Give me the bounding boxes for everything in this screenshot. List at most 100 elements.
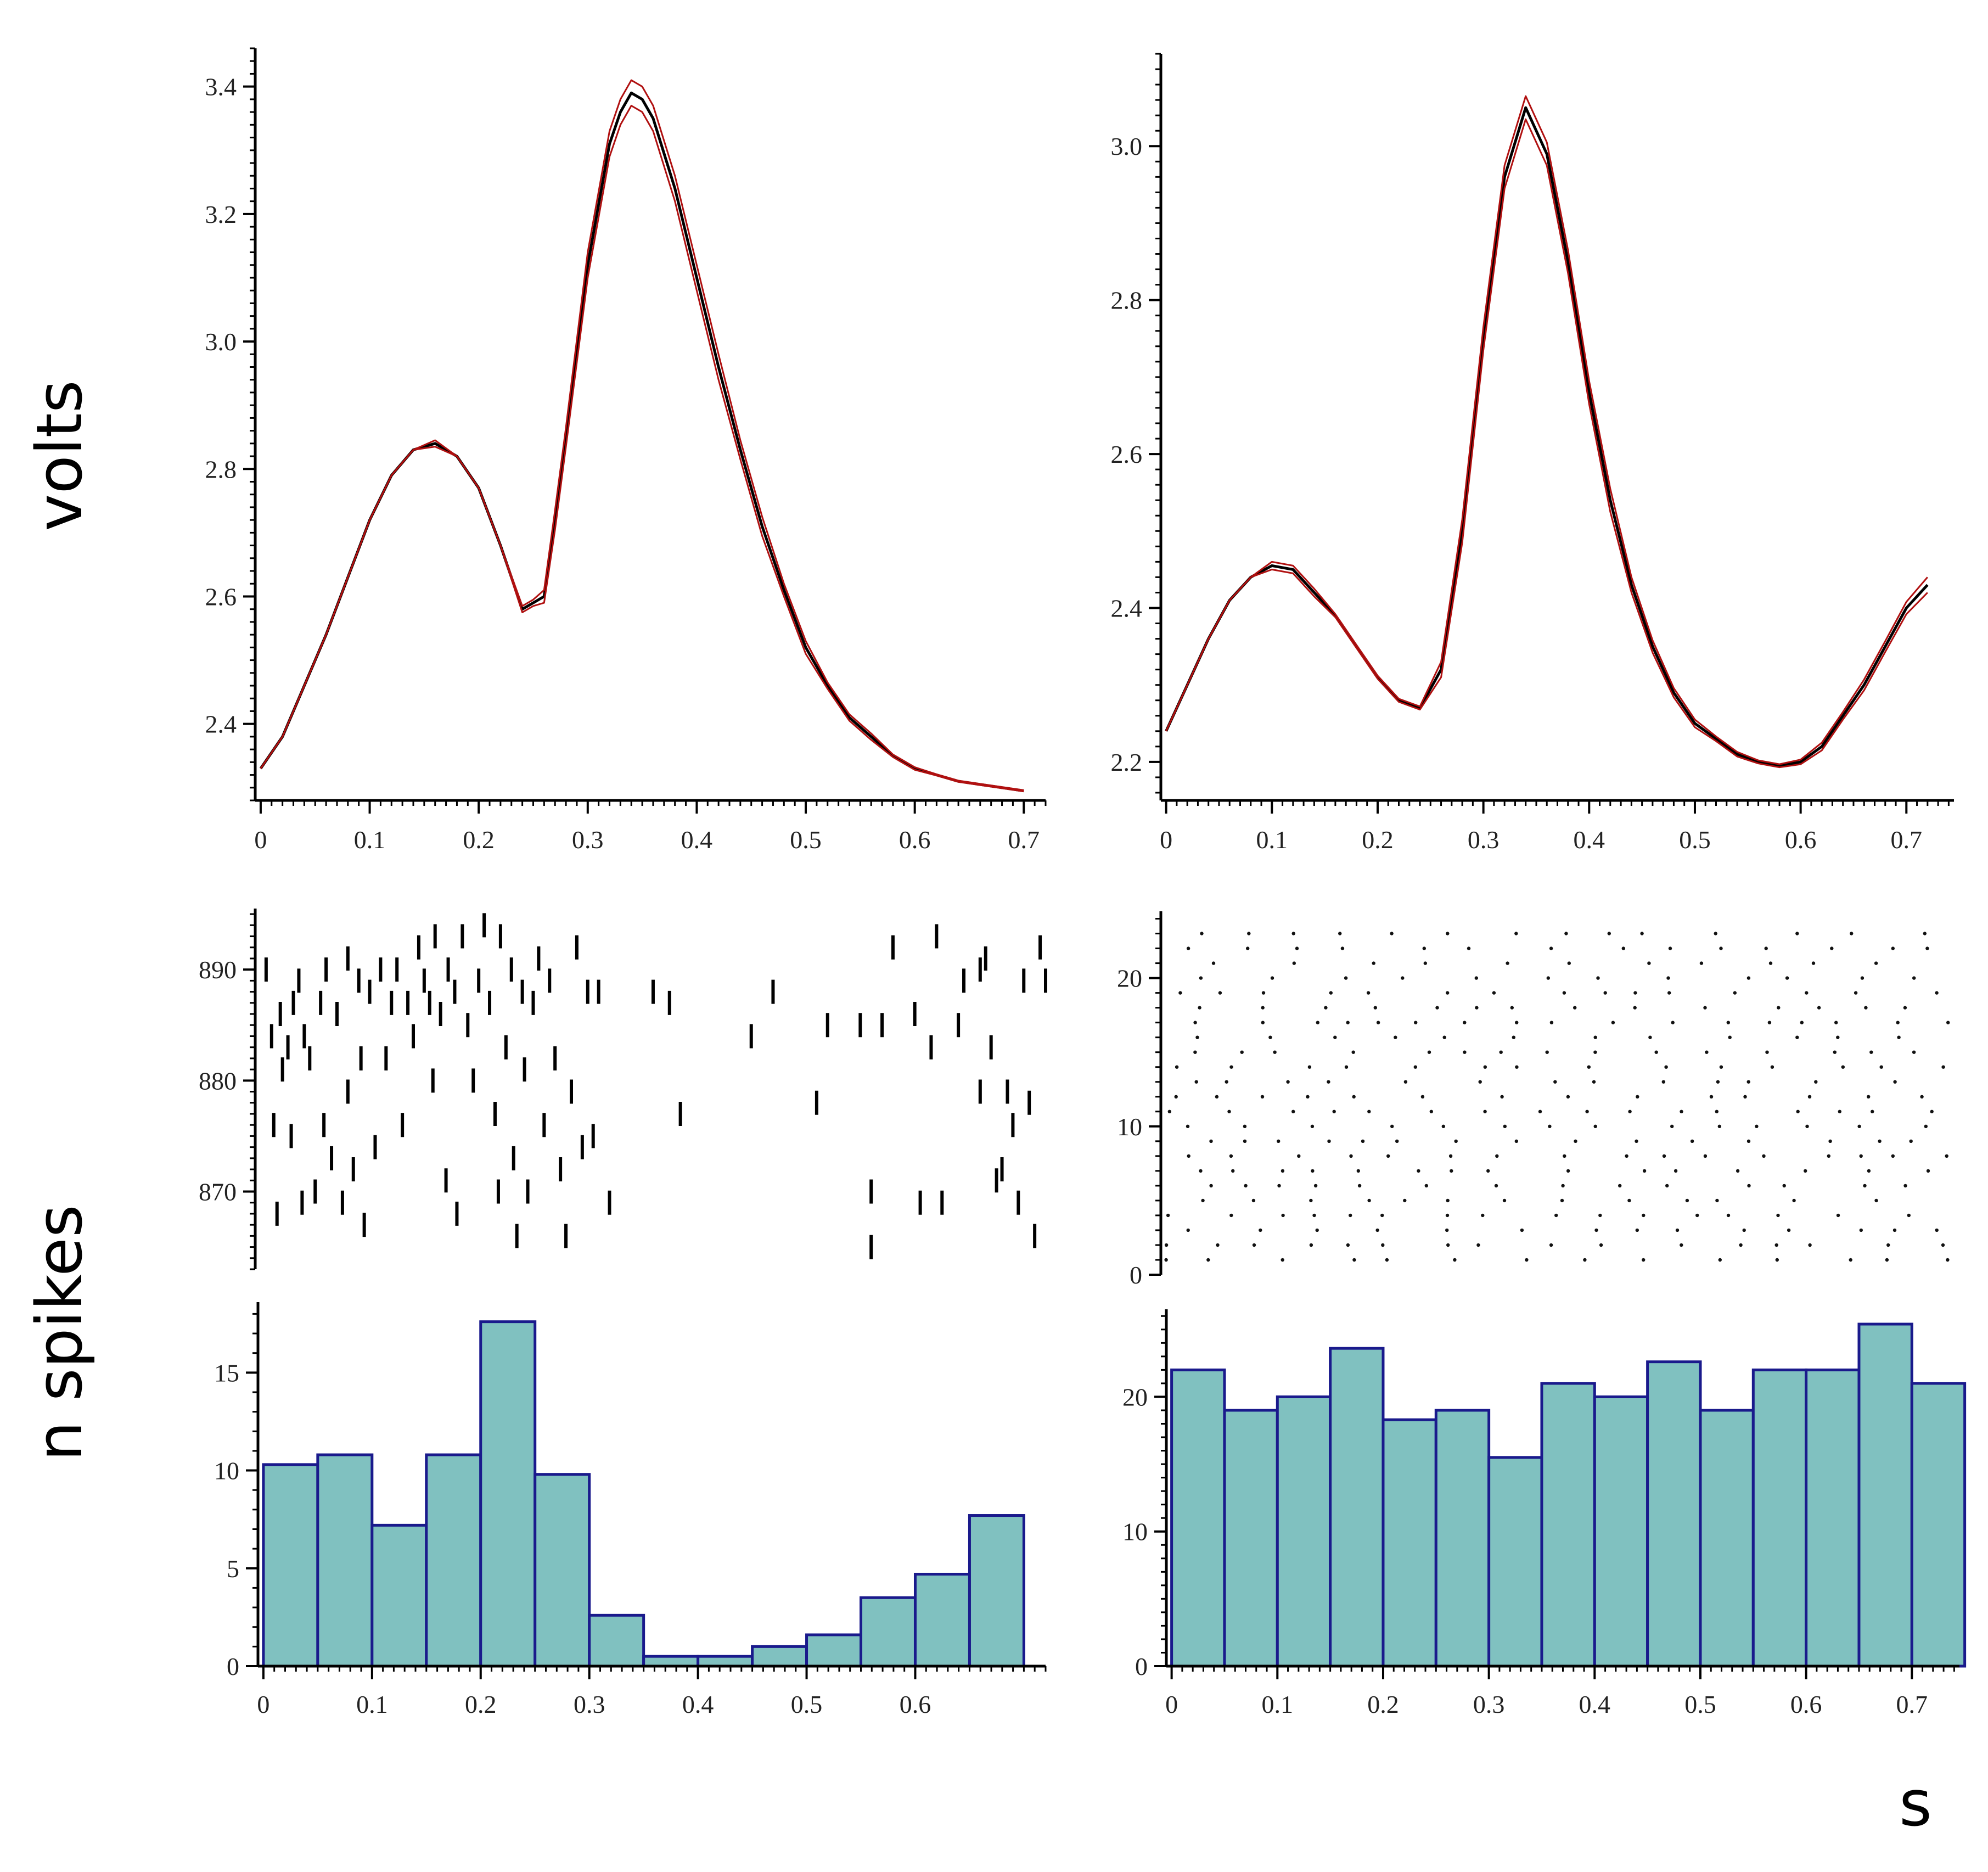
spike-dot xyxy=(1198,1006,1201,1010)
bars xyxy=(262,1320,1025,1668)
series-line-upper xyxy=(1165,95,1928,765)
spike-dot xyxy=(1792,1198,1796,1203)
spike-dot xyxy=(1261,991,1266,995)
spike-dot xyxy=(1545,1050,1549,1054)
x-tick-label: 0.4 xyxy=(681,826,713,854)
x-tick-label: 0.2 xyxy=(1367,1690,1399,1718)
y-tick-label: 5 xyxy=(227,1555,239,1583)
spike-dot xyxy=(1193,1021,1197,1024)
spike-dot xyxy=(1309,1198,1313,1203)
x-tick-label: 0.4 xyxy=(1579,1690,1611,1718)
spike-dot xyxy=(1259,1228,1262,1232)
hist-right-chart: 0 10 20 0 0.1 0.2 0.3 0.4 0.5 0.6 0.7 xyxy=(1122,1309,1967,1718)
spike-dot xyxy=(1227,1109,1231,1114)
spike-dot xyxy=(1714,932,1717,935)
spike-dot xyxy=(1871,1109,1874,1114)
spike-dot xyxy=(1277,1139,1281,1143)
spike-dot xyxy=(1503,1124,1507,1128)
spike-dot xyxy=(1636,1095,1639,1099)
spike-dot xyxy=(1178,991,1182,995)
y-axis-ticks: 2.2 2.4 2.6 2.8 3.0 xyxy=(1111,53,1161,794)
x-tick-label: 0 xyxy=(254,826,267,854)
histogram-bar xyxy=(1223,1409,1279,1668)
spike-dot xyxy=(1719,946,1723,950)
spike-dot xyxy=(1292,961,1296,965)
spike-dot xyxy=(1483,1065,1487,1069)
spike-dot xyxy=(1346,1021,1350,1024)
spike-dot xyxy=(1186,1124,1190,1128)
y-tick-label: 0 xyxy=(1135,1652,1148,1680)
spike-dot xyxy=(1390,1124,1394,1128)
histogram-bar xyxy=(1487,1456,1543,1668)
spike-dot xyxy=(1671,1021,1675,1024)
x-tick-label: 0.5 xyxy=(791,1690,823,1718)
spike-dot xyxy=(1941,1243,1945,1247)
spike-dot xyxy=(1599,1243,1603,1247)
x-axis-ticks: 0 0.1 0.2 0.3 0.4 0.5 0.6 0.7 xyxy=(254,800,1047,854)
spike-dot xyxy=(1420,1095,1425,1099)
spike-dot xyxy=(1187,1154,1190,1158)
spike-dot xyxy=(1243,1139,1247,1143)
spike-dot xyxy=(1736,1169,1740,1173)
hist-left-chart: 0 5 10 15 0 0.1 0.2 0.3 0.4 0.5 0.6 xyxy=(214,1302,1047,1718)
spike-dot xyxy=(1164,1258,1168,1262)
spike-dot xyxy=(1777,1006,1781,1010)
spike-dot xyxy=(1680,1109,1683,1114)
spike-dot xyxy=(1774,1243,1778,1247)
spike-dot xyxy=(1912,976,1916,980)
x-tick-label: 0.3 xyxy=(1473,1690,1505,1718)
spike-dot xyxy=(1690,1139,1694,1143)
spike-dot xyxy=(1742,1228,1746,1232)
spike-dot xyxy=(1782,1184,1786,1188)
spike-dot xyxy=(1324,1006,1328,1010)
histogram-bar xyxy=(860,1596,917,1668)
spike-dot xyxy=(1633,991,1637,995)
spike-dot xyxy=(1329,991,1333,995)
spike-dots xyxy=(1164,932,1950,1262)
spike-dot xyxy=(1621,946,1625,950)
spike-dot xyxy=(1367,1198,1371,1203)
spike-dot xyxy=(1703,1006,1707,1010)
spike-dot xyxy=(1441,1124,1445,1128)
y-axis-ticks: 0 10 20 xyxy=(1117,918,1161,1289)
spike-dot xyxy=(1344,976,1348,980)
spike-dot xyxy=(1494,1184,1498,1188)
spike-dot xyxy=(1515,1021,1519,1024)
spike-dot xyxy=(1467,946,1471,950)
spike-dot xyxy=(1332,1109,1336,1114)
histogram-bar xyxy=(805,1633,863,1668)
x-tick-label: 0.7 xyxy=(1891,826,1923,854)
spike-dot xyxy=(1340,946,1345,950)
spike-dot xyxy=(1635,1228,1639,1232)
spike-dot xyxy=(1352,1095,1356,1099)
histogram-bar xyxy=(1540,1382,1596,1668)
spike-dot xyxy=(1495,1154,1499,1158)
spike-dot xyxy=(1445,1228,1449,1232)
histogram-bar xyxy=(1434,1409,1491,1668)
series-line-upper xyxy=(260,79,1024,791)
spike-dot xyxy=(1850,932,1854,935)
spike-dot xyxy=(1500,1095,1504,1099)
spike-dot xyxy=(1483,1109,1487,1114)
spike-dot xyxy=(1286,1080,1290,1084)
histogram-bar xyxy=(588,1613,645,1668)
y-tick-label: 2.8 xyxy=(1111,287,1143,315)
y-tick-label: 3.2 xyxy=(205,200,237,228)
spike-dot xyxy=(1514,1139,1518,1143)
spike-dot xyxy=(1281,1169,1285,1173)
spike-dot xyxy=(1827,1154,1830,1158)
spike-dot xyxy=(1199,1169,1203,1173)
y-tick-label: 2.4 xyxy=(205,710,237,738)
spike-dot xyxy=(1268,1035,1272,1039)
histogram-bar xyxy=(913,1572,971,1668)
spike-dot xyxy=(1549,1021,1554,1024)
histogram-bar xyxy=(1699,1409,1755,1668)
spike-dot xyxy=(1891,1154,1895,1158)
spike-dot xyxy=(1333,1035,1337,1039)
spike-dot xyxy=(1838,1109,1841,1114)
spike-dot xyxy=(1166,1213,1170,1218)
spike-dot xyxy=(1618,1184,1622,1188)
y-tick-label: 0 xyxy=(1130,1261,1142,1289)
y-axis-ticks: 2.4 2.6 2.8 3.0 3.2 3.4 xyxy=(205,47,255,802)
